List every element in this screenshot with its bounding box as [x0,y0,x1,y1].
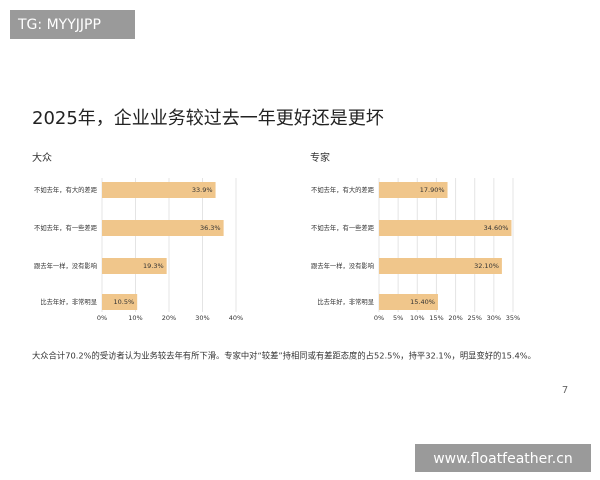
bar [379,182,448,198]
x-tick-label: 0% [374,314,384,322]
bar [102,258,167,274]
category-label: 不如去年，有一些差距 [311,223,375,232]
x-tick-label: 35% [506,314,520,322]
bar [102,182,216,198]
x-tick-label: 10% [410,314,424,322]
page-number: 7 [562,385,568,396]
bar [102,220,224,236]
category-label: 不如去年，有一些差距 [34,223,98,232]
chart-title: 专家 [310,151,330,164]
title: 2025年，企业业务较过去一年更好还是更坏 [32,108,384,129]
value-label: 32.10% [474,262,499,270]
category-label: 跟去年一样，没有影响 [34,261,97,270]
x-tick-label: 5% [393,314,403,322]
value-label: 36.3% [200,224,221,232]
x-tick-label: 25% [467,314,481,322]
watermark: TG: MYYJJPP [17,17,101,33]
x-tick-label: 10% [128,314,142,322]
value-label: 34.60% [484,224,509,232]
site: www.floatfeather.cn [433,451,573,467]
site-box [415,444,591,472]
value-label: 10.5% [114,298,135,306]
x-tick-label: 20% [448,314,462,322]
bar [379,258,502,274]
bar [102,294,138,310]
category-label: 比去年好，非常明显 [317,297,374,306]
category-label: 不如去年，有大的差距 [311,185,375,194]
watermark-box [10,10,135,39]
category-label: 不如去年，有大的差距 [34,185,98,194]
x-tick-label: 20% [162,314,176,322]
value-label: 15.40% [410,298,435,306]
footnote: 大众合计70.2%的受访者认为业务较去年有所下滑。专家中对“较差”持相同或有差距… [32,351,536,361]
x-tick-label: 30% [195,314,209,322]
category-label: 比去年好，非常明显 [40,297,97,306]
value-label: 19.3% [143,262,164,270]
bar [379,220,512,236]
bar [379,294,438,310]
x-tick-label: 30% [487,314,501,322]
chart-title: 大众 [32,151,52,164]
value-label: 17.90% [420,186,445,194]
x-tick-label: 15% [429,314,443,322]
x-tick-label: 0% [97,314,107,322]
category-label: 跟去年一样，没有影响 [311,261,374,270]
x-tick-label: 40% [229,314,243,322]
value-label: 33.9% [192,186,213,194]
